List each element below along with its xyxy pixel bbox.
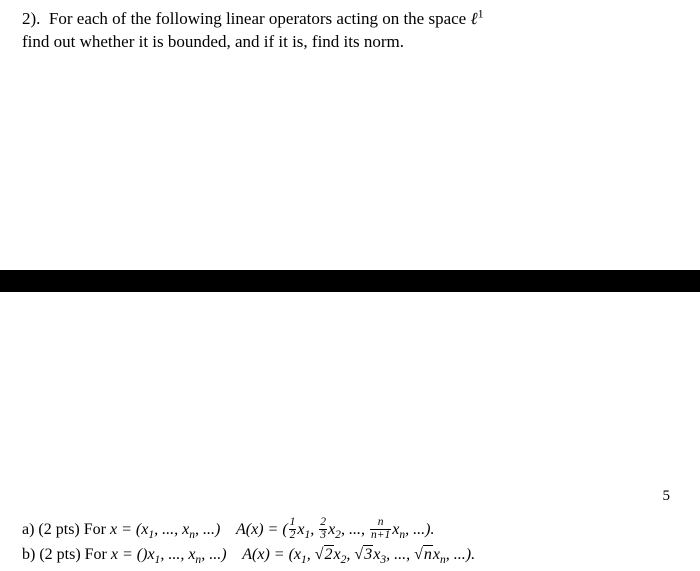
fn-den: n+1 <box>370 530 391 542</box>
sqrt-n: √n <box>414 545 433 563</box>
intro-text-2: find out whether it is bounded, and if i… <box>22 32 404 51</box>
part-b-dots: , ..., x <box>160 546 195 563</box>
sqrt-sym-3: √ <box>354 546 363 563</box>
part-a-dots: , ..., x <box>154 521 189 538</box>
part-a-xeq: x = (x <box>110 521 148 538</box>
sqrt-arg-n: n <box>423 545 433 563</box>
problem-number: 2). <box>22 9 40 28</box>
rnx: x <box>433 546 440 563</box>
f2-den: 3 <box>319 530 327 542</box>
parts-section: a) (2 pts) For x = (x1, ..., xn, ...) A(… <box>22 518 678 568</box>
sqrt-sym-n: √ <box>414 546 423 563</box>
part-b: b) (2 pts) For x = ()x1, ..., xn, ...) A… <box>22 543 678 568</box>
part-b-xeq: x = ()x <box>111 546 155 563</box>
f1-x: x <box>297 521 304 538</box>
part-a-ax: A(x) = ( <box>236 521 288 538</box>
frac-n-n1: nn+1 <box>370 517 391 541</box>
pa-c2: , ..., <box>341 521 369 538</box>
pb-end: , ...). <box>446 546 475 563</box>
fn-num: n <box>370 517 391 530</box>
problem-intro: 2). For each of the following linear ope… <box>0 0 700 54</box>
frac-2-3: 23 <box>319 517 327 541</box>
part-a-label: a) (2 pts) For <box>22 521 106 538</box>
space-symbol: ℓ <box>470 9 477 28</box>
space-exponent: 1 <box>478 6 484 20</box>
part-a: a) (2 pts) For x = (x 1 , ..., x n , ...) A(… <box>22 518 678 543</box>
part-b-label: b) (2 pts) For <box>22 546 107 563</box>
sqrt-2: √2 <box>315 545 334 563</box>
r2x: x <box>334 546 341 563</box>
pa-c1: , <box>310 521 318 538</box>
f2-num: 2 <box>319 517 327 530</box>
frac-1-2: 12 <box>289 517 297 541</box>
f1-den: 2 <box>289 530 297 542</box>
intro-text-1: For each of the following linear operato… <box>49 9 466 28</box>
page-number: 5 <box>663 488 671 505</box>
pb-c1: , <box>307 546 315 563</box>
sqrt-arg-3: 3 <box>363 545 373 563</box>
sqrt-arg-2: 2 <box>324 545 334 563</box>
section-divider <box>0 270 700 292</box>
part-a-tail: , ...) <box>195 521 220 538</box>
part-b-ax: A(x) = (x <box>242 546 301 563</box>
pa-end: , ...). <box>405 521 434 538</box>
pb-c3: , ..., <box>386 546 414 563</box>
sqrt-3: √3 <box>354 545 373 563</box>
f1-num: 1 <box>289 517 297 530</box>
part-b-tail: , ...) <box>201 546 226 563</box>
sqrt-sym-2: √ <box>315 546 324 563</box>
